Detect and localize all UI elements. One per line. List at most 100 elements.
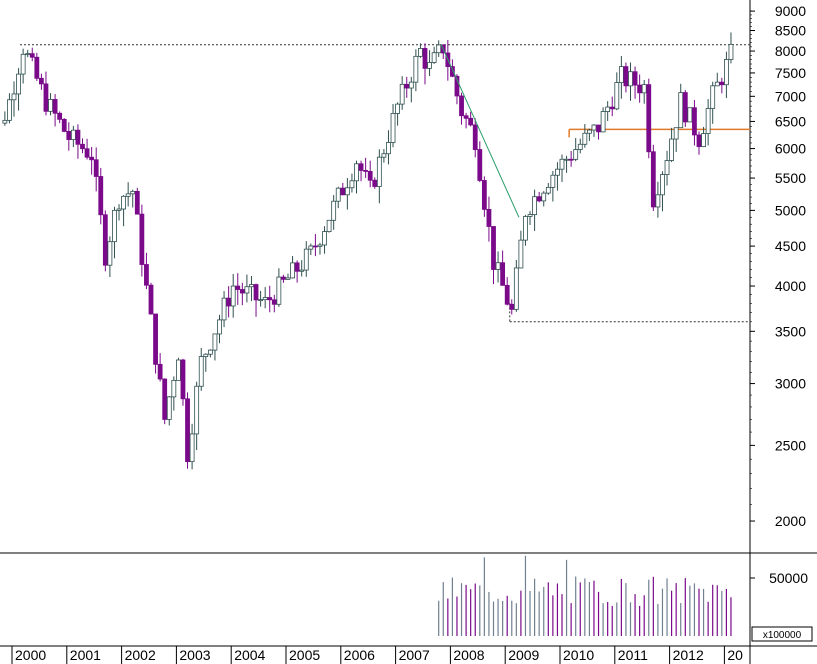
candle-body	[618, 66, 624, 83]
candle-body	[148, 284, 154, 315]
candle-body	[541, 192, 547, 202]
candle-body	[504, 284, 510, 305]
candle	[541, 191, 547, 207]
candle-body	[641, 84, 647, 94]
candle	[157, 353, 163, 382]
candle	[70, 125, 76, 148]
candle-body	[376, 156, 382, 187]
candle-body	[431, 52, 437, 63]
candle-body	[682, 92, 688, 123]
candle	[555, 162, 560, 191]
candle-body	[43, 83, 49, 112]
candle-body	[52, 99, 58, 114]
price-tick-label: 5000	[775, 202, 806, 218]
candle-body	[276, 276, 282, 305]
candle	[481, 176, 487, 217]
candle-body	[134, 190, 140, 215]
candle	[130, 189, 136, 208]
candle	[536, 191, 542, 203]
candle	[281, 274, 286, 283]
candle-body	[226, 297, 232, 307]
candle	[2, 111, 8, 126]
candle	[249, 276, 254, 302]
candle	[66, 122, 72, 151]
price-tick-label: 8000	[775, 43, 806, 59]
price-tick-label: 2500	[775, 437, 806, 453]
candle-body	[70, 129, 76, 140]
candle-body	[486, 209, 492, 227]
candle-body	[239, 289, 245, 294]
candle	[527, 211, 533, 226]
candle	[84, 138, 90, 160]
candle-body	[559, 158, 565, 170]
candle	[344, 178, 350, 210]
candle	[48, 93, 53, 116]
candle	[404, 76, 410, 98]
candle	[180, 358, 186, 406]
candle	[376, 149, 382, 204]
candle-body	[646, 84, 652, 153]
year-label: 2010	[563, 647, 594, 663]
candle-body	[381, 153, 387, 158]
price-axis: 9000 8500 8000 7500 7000 6500 6000 5500 5000 4500…	[750, 3, 806, 529]
candle	[418, 43, 423, 58]
candle	[491, 226, 496, 285]
candle	[632, 66, 638, 99]
candle-body	[207, 349, 213, 355]
candle	[57, 111, 63, 124]
candle	[189, 423, 195, 470]
candle-body	[678, 92, 684, 129]
trend-lines	[440, 44, 520, 218]
candle-body	[609, 106, 615, 110]
candle	[641, 79, 647, 104]
candle	[705, 99, 711, 146]
candle	[271, 294, 277, 313]
candle	[436, 40, 442, 57]
candle	[513, 259, 519, 312]
candle-body	[116, 208, 122, 211]
candle-body	[102, 214, 108, 266]
candle-body	[57, 112, 63, 120]
candle	[121, 195, 126, 227]
candle	[20, 48, 26, 84]
price-candles	[2, 32, 734, 470]
candle	[267, 285, 273, 313]
candle	[29, 47, 35, 62]
candle-body	[317, 244, 323, 247]
candle	[217, 314, 222, 344]
candle-body	[724, 59, 729, 86]
candle-body	[235, 285, 241, 290]
candle	[185, 392, 190, 469]
candle-body	[577, 143, 583, 150]
candle-body	[285, 277, 291, 280]
candle	[628, 62, 633, 101]
candle	[660, 171, 665, 212]
candle	[317, 242, 323, 255]
candle	[354, 160, 359, 194]
candle-body	[628, 71, 633, 87]
candle-body	[349, 180, 355, 189]
candle-body	[600, 111, 606, 133]
price-tick-label: 3000	[775, 376, 806, 392]
candle-body	[185, 398, 190, 463]
candle	[230, 273, 236, 318]
candle	[623, 62, 629, 93]
candle	[144, 252, 149, 290]
candle	[326, 219, 332, 233]
candle	[500, 250, 506, 286]
price-tick-label: 3500	[775, 323, 806, 339]
candle-body	[518, 239, 524, 269]
candle-body	[194, 385, 200, 435]
candle	[477, 141, 483, 183]
candle	[605, 101, 611, 122]
candle-body	[2, 119, 8, 124]
price-tick-label: 7500	[775, 65, 806, 81]
candle-body	[696, 134, 702, 148]
candle-body	[701, 133, 706, 148]
candle	[194, 381, 200, 451]
candle-body	[719, 81, 725, 86]
candle	[322, 226, 327, 254]
candle-body	[249, 284, 254, 288]
candle	[449, 59, 455, 78]
candle-body	[408, 81, 414, 89]
